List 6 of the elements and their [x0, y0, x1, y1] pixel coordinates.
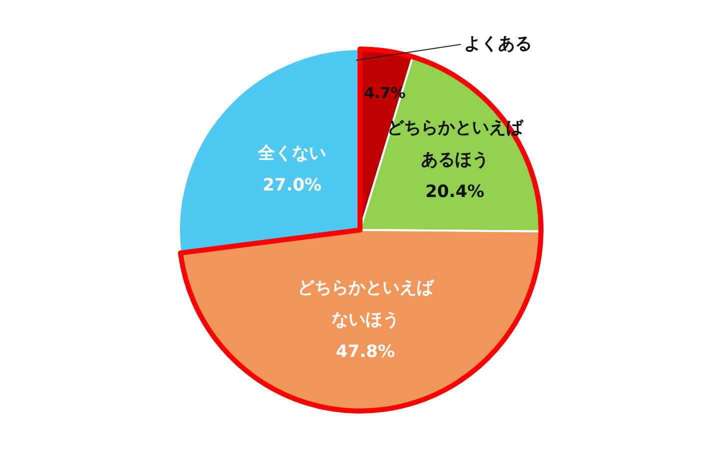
slice-label: どちらかといえばないほう — [297, 278, 434, 330]
slice-label: よくある — [464, 34, 532, 54]
data-label: 27.0% — [262, 176, 322, 196]
slice-label: 全くない — [257, 144, 326, 164]
data-label: 20.4% — [425, 182, 484, 202]
data-label: 47.8% — [336, 342, 395, 362]
